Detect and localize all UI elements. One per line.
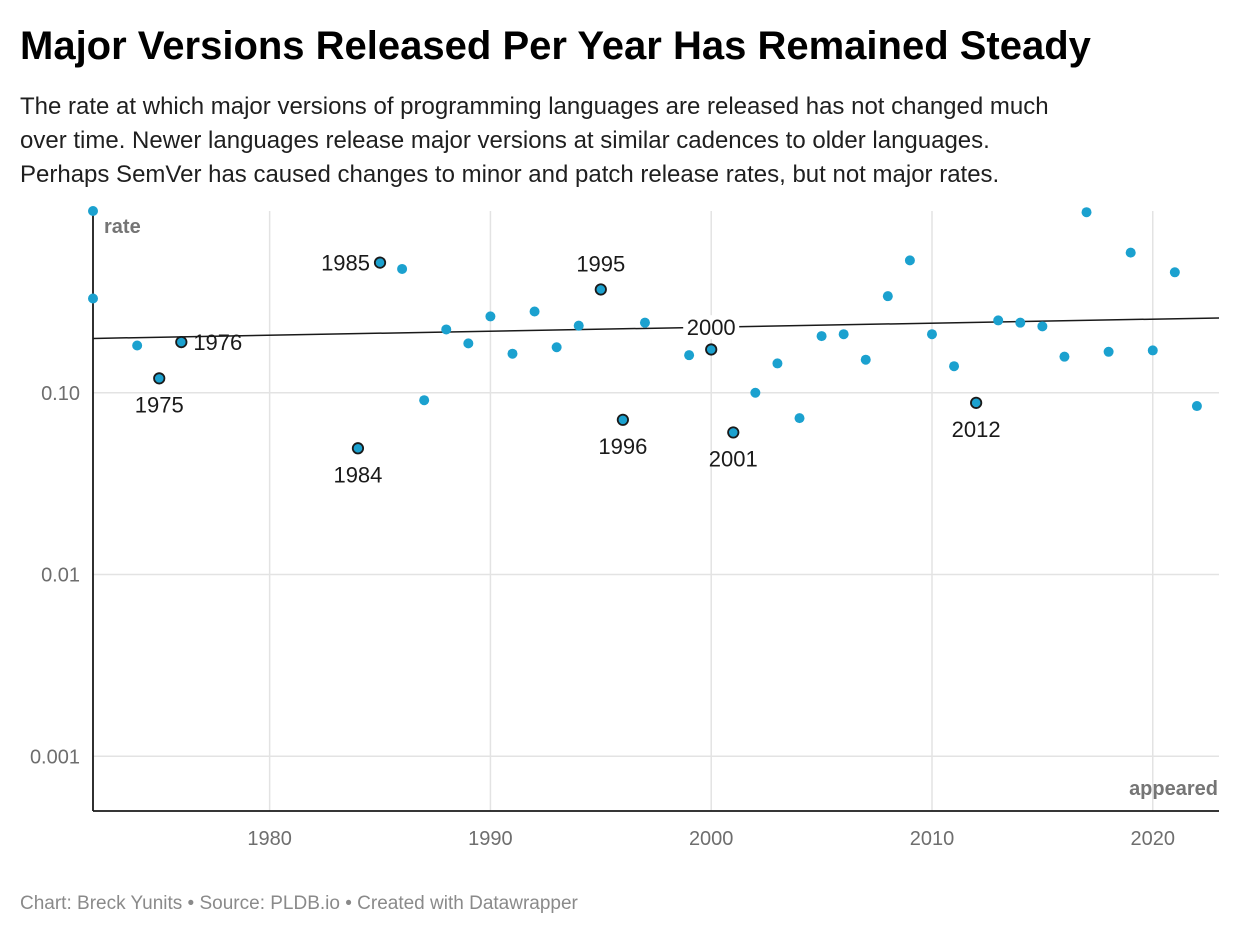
highlighted-data-point[interactable] (373, 256, 387, 269)
subtitle-line: over time. Newer languages release major… (20, 127, 990, 154)
trendline-group (92, 317, 1220, 340)
axes: 1980 1990 2000 2010 2020 0.001 0.01 0.10 rate app… (30, 211, 1219, 850)
data-point[interactable] (88, 293, 98, 304)
data-point[interactable] (860, 354, 871, 365)
data-point[interactable] (1059, 351, 1070, 362)
x-axis-title: appeared (1129, 778, 1218, 800)
x-tick-label: 2010 (910, 828, 955, 850)
data-point[interactable] (397, 263, 408, 274)
data-point[interactable] (132, 340, 143, 351)
data-point[interactable] (529, 306, 540, 317)
y-tick-label: 0.001 (30, 746, 80, 768)
point-label: 2001 (709, 446, 758, 471)
data-point[interactable] (816, 331, 827, 342)
data-point[interactable] (463, 338, 474, 349)
label-background (683, 315, 740, 340)
chart-subtitle: The rate at which major versions of prog… (20, 90, 1225, 192)
point-labels: 1975 1976 1984 1985 1995 1996 2000 2001 2012 (135, 251, 1001, 488)
subtitle-line: Perhaps SemVer has caused changes to min… (20, 161, 1000, 188)
point-label: 1985 (321, 251, 370, 276)
data-point[interactable] (993, 315, 1004, 326)
subtitle-line: The rate at which major versions of prog… (20, 93, 1049, 120)
highlighted-data-point[interactable] (153, 372, 166, 385)
point-label: 2012 (952, 417, 1001, 442)
data-point[interactable] (419, 395, 430, 406)
trendline (92, 317, 1220, 340)
data-points (88, 206, 1202, 455)
data-point[interactable] (507, 348, 518, 359)
point-label: 1975 (135, 392, 184, 417)
highlighted-data-point[interactable] (594, 283, 607, 296)
data-point[interactable] (772, 358, 783, 369)
data-point[interactable] (926, 329, 937, 340)
data-point[interactable] (573, 320, 584, 331)
data-point[interactable] (904, 255, 915, 266)
data-point[interactable] (485, 311, 496, 322)
point-label: 1976 (193, 330, 242, 355)
highlighted-data-point[interactable] (970, 396, 983, 409)
y-tick-label: 0.10 (41, 383, 80, 405)
x-tick-label: 1990 (468, 828, 513, 850)
data-point[interactable] (639, 317, 650, 328)
chart-footer: Chart: Breck Yunits • Source: PLDB.io • … (20, 893, 578, 914)
data-point[interactable] (1147, 345, 1158, 356)
x-tick-label: 2020 (1131, 828, 1176, 850)
x-tick-label: 1980 (247, 828, 292, 850)
highlighted-data-point[interactable] (705, 343, 718, 356)
data-point[interactable] (838, 329, 849, 340)
data-point[interactable] (794, 413, 805, 424)
data-point[interactable] (1103, 346, 1114, 357)
grid (93, 211, 1219, 811)
data-point[interactable] (1037, 321, 1048, 332)
y-axis-title: rate (104, 216, 141, 238)
point-label: 2000 (687, 315, 736, 340)
data-point[interactable] (88, 206, 98, 216)
highlighted-data-point[interactable] (351, 442, 365, 455)
data-point[interactable] (1125, 247, 1136, 258)
y-tick-label: 0.01 (41, 565, 80, 587)
x-tick-label: 2000 (689, 828, 734, 850)
highlighted-data-point[interactable] (175, 335, 188, 349)
highlighted-data-point[interactable] (727, 426, 740, 439)
data-point[interactable] (1015, 317, 1026, 328)
highlighted-data-point[interactable] (616, 413, 629, 426)
point-label: 1996 (598, 434, 647, 459)
point-label: 1995 (576, 251, 625, 276)
data-point[interactable] (441, 324, 452, 335)
data-point[interactable] (949, 361, 960, 372)
chart-title: Major Versions Released Per Year Has Rem… (20, 24, 1091, 68)
data-point[interactable] (1191, 401, 1202, 412)
data-point[interactable] (750, 387, 761, 398)
data-point[interactable] (551, 342, 562, 353)
data-point[interactable] (882, 291, 893, 302)
data-point[interactable] (684, 350, 695, 361)
data-point[interactable] (1169, 267, 1180, 278)
point-label: 1984 (333, 462, 382, 487)
data-point[interactable] (1081, 207, 1092, 218)
